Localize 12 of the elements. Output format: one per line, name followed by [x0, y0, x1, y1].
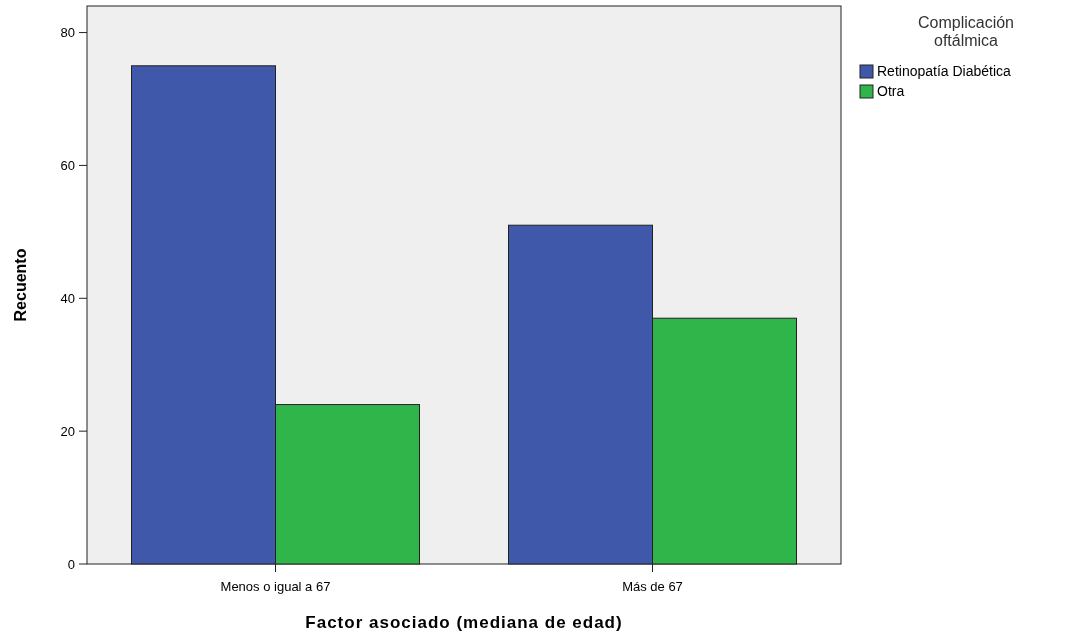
y-axis-title: Recuento: [12, 248, 29, 322]
x-tick-label: Menos o igual a 67: [220, 579, 331, 594]
legend-label: Retinopatía Diabética: [877, 63, 1012, 79]
x-axis-title: Factor asociado (mediana de edad): [305, 613, 623, 632]
y-tick-label: 80: [60, 25, 75, 41]
y-tick-label: 0: [67, 556, 75, 572]
legend-label: Otra: [877, 83, 905, 99]
x-tick-label: Más de 67: [622, 579, 683, 594]
y-tick-label: 40: [60, 290, 75, 306]
y-tick-label: 20: [60, 423, 75, 439]
legend-title: Complicación oftálmica: [917, 14, 1015, 49]
y-tick-label: 60: [60, 157, 75, 173]
